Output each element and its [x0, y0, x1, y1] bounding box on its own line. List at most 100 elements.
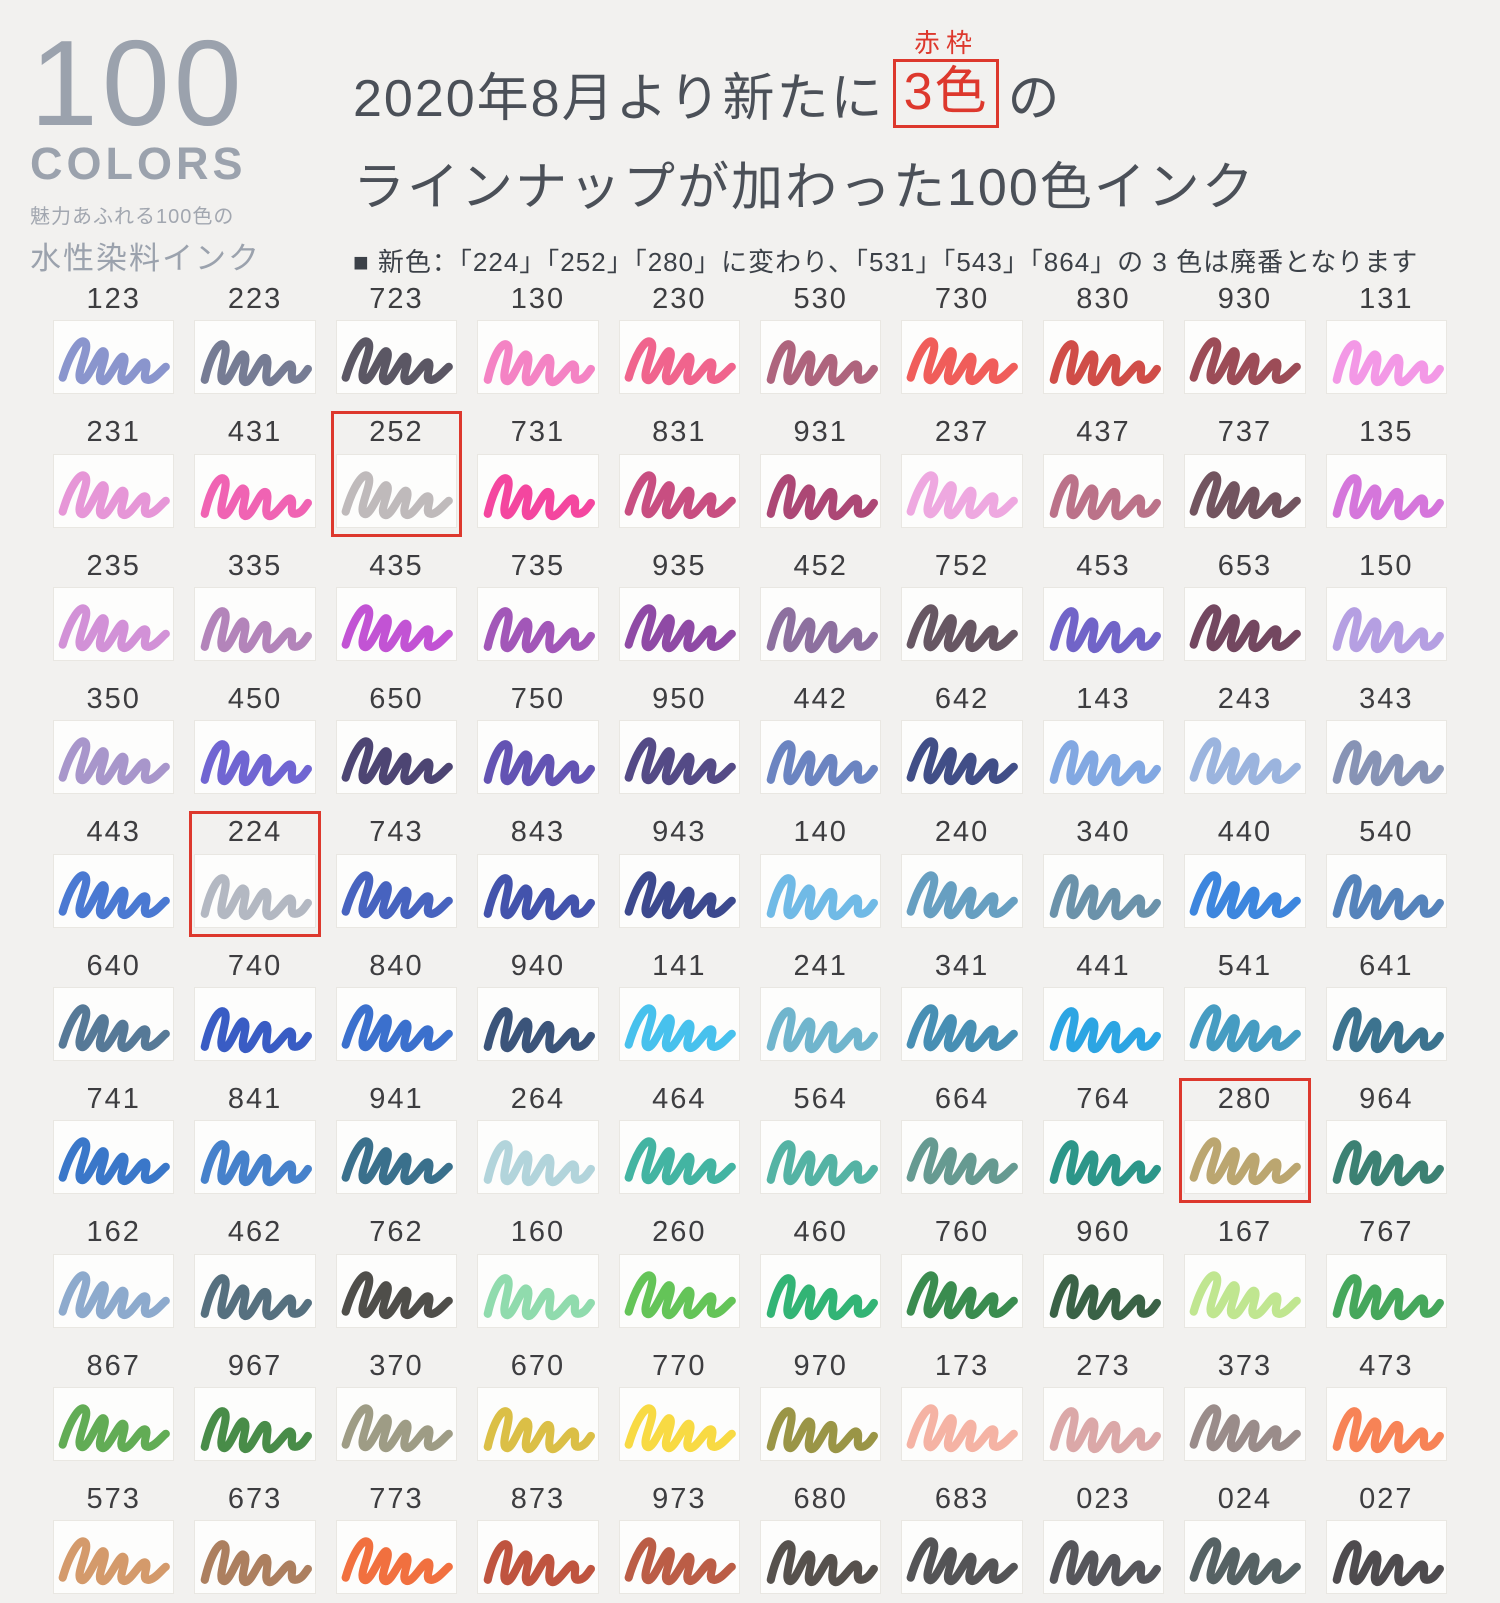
ink-scribble [1332, 473, 1444, 520]
swatch-number: 431 [227, 416, 283, 449]
brand-block: 100 COLORS 魅力あふれる100色の 水性染料インク [30, 22, 325, 276]
swatch-box [53, 720, 175, 795]
swatch-cell-931: 931 [755, 411, 886, 536]
ink-scribble [624, 871, 736, 919]
swatch-cell-373: 373 [1179, 1345, 1310, 1470]
swatch-box [477, 587, 599, 662]
swatch-box [53, 987, 175, 1062]
ink-scribble [341, 1137, 453, 1186]
swatch-cell-642: 642 [896, 678, 1027, 803]
swatch-box [194, 853, 316, 928]
swatch-number: 670 [510, 1349, 566, 1382]
swatch-number: 460 [793, 1216, 848, 1249]
swatch-number: 843 [510, 816, 566, 849]
swatch-cell-443: 443 [48, 811, 179, 936]
swatch-box [1042, 720, 1165, 795]
swatch-box [1184, 587, 1306, 662]
swatch-cell-230: 230 [614, 278, 745, 403]
ink-scribble [201, 473, 313, 520]
swatch-box [618, 1387, 740, 1462]
swatch-number: 867 [86, 1349, 141, 1382]
swatch-number: 841 [227, 1083, 283, 1116]
swatch-box [194, 987, 316, 1062]
swatch-cell-224: 224 [189, 811, 321, 937]
swatch-number: 450 [227, 683, 283, 716]
swatch-cell-123: 123 [48, 278, 179, 403]
swatch-cell-640: 640 [48, 945, 179, 1070]
ink-scribble [907, 1537, 1019, 1586]
swatch-number: 240 [934, 816, 990, 849]
swatch-cell-024: 024 [1179, 1478, 1310, 1603]
brand-subtitle-2: 水性染料インク [30, 241, 261, 276]
swatch-box [335, 720, 458, 795]
ink-scribble [341, 1004, 453, 1053]
ink-scribble [1049, 1407, 1161, 1454]
swatch-cell-441: 441 [1038, 945, 1169, 1070]
swatch-cell-140: 140 [755, 811, 886, 936]
swatch-cell-437: 437 [1038, 411, 1169, 536]
swatch-number: 443 [86, 816, 141, 849]
swatch-box [759, 1520, 882, 1595]
swatch-number: 564 [793, 1083, 848, 1116]
ink-scribble [766, 607, 878, 654]
ink-scribble [1332, 340, 1444, 387]
swatch-cell-735: 735 [472, 545, 603, 670]
ink-scribble [1049, 473, 1161, 520]
swatch-number: 840 [369, 949, 424, 982]
ink-scribble [341, 1537, 453, 1586]
swatch-number: 131 [1359, 283, 1414, 315]
swatch-cell-941: 941 [331, 1078, 462, 1203]
swatch-cell-670: 670 [472, 1345, 603, 1470]
swatch-cell-943: 943 [614, 811, 745, 936]
ink-scribble [58, 1137, 170, 1186]
swatch-cell-867: 867 [48, 1345, 179, 1470]
ink-scribble [341, 604, 453, 652]
ink-scribble [58, 1271, 170, 1319]
ink-swatch-grid: 123 223 723 130 230 530 730 830 930 131 231 431 252 7… [0, 268, 1500, 1603]
swatch-number: 653 [1217, 549, 1273, 582]
ink-scribble [1332, 607, 1444, 654]
swatch-box [901, 987, 1023, 1062]
swatch-box [759, 1120, 882, 1195]
swatch-number: 642 [934, 683, 990, 716]
red-box-wrap: 赤枠 3色 [892, 28, 1000, 129]
swatch-box [194, 1387, 316, 1462]
ink-scribble [907, 471, 1019, 519]
headline-block: 2020年8月より新たに 赤枠 3色 の ラインナップが加わった100色インク … [325, 22, 1470, 277]
swatch-box [901, 1253, 1023, 1328]
swatch-cell-162: 162 [48, 1211, 179, 1336]
swatch-box [335, 1120, 458, 1195]
swatch-box [1325, 453, 1447, 528]
swatch-number: 143 [1076, 683, 1131, 716]
boxed-3-colors: 3色 [892, 58, 1000, 129]
swatch-box [618, 320, 740, 395]
swatch-cell-773: 773 [331, 1478, 462, 1603]
swatch-box [901, 1387, 1023, 1462]
ink-scribble [1332, 1274, 1444, 1320]
swatch-number: 967 [227, 1349, 283, 1382]
swatch-number: 160 [510, 1216, 566, 1249]
swatch-cell-673: 673 [189, 1478, 320, 1603]
swatch-number: 464 [652, 1083, 707, 1116]
swatch-cell-731: 731 [472, 411, 603, 536]
swatch-number: 230 [652, 283, 707, 315]
ink-scribble [58, 1537, 170, 1586]
swatch-box [194, 1253, 316, 1328]
swatch-box [759, 453, 882, 528]
swatch-cell-343: 343 [1321, 678, 1452, 803]
swatch-cell-027: 027 [1321, 1478, 1452, 1603]
swatch-number: 664 [934, 1083, 990, 1116]
ink-scribble [201, 740, 313, 787]
swatch-box [53, 1120, 175, 1195]
ink-scribble [483, 1140, 596, 1187]
ink-scribble [766, 1540, 878, 1587]
ink-scribble [201, 1140, 313, 1187]
ink-scribble [907, 1271, 1019, 1319]
swatch-box [1184, 720, 1306, 795]
swatch-number: 280 [1217, 1083, 1273, 1116]
ink-scribble [1189, 871, 1302, 919]
swatch-number: 940 [510, 949, 566, 982]
swatch-number: 935 [652, 549, 707, 582]
swatch-number: 750 [510, 683, 566, 716]
swatch-box [1184, 320, 1306, 395]
